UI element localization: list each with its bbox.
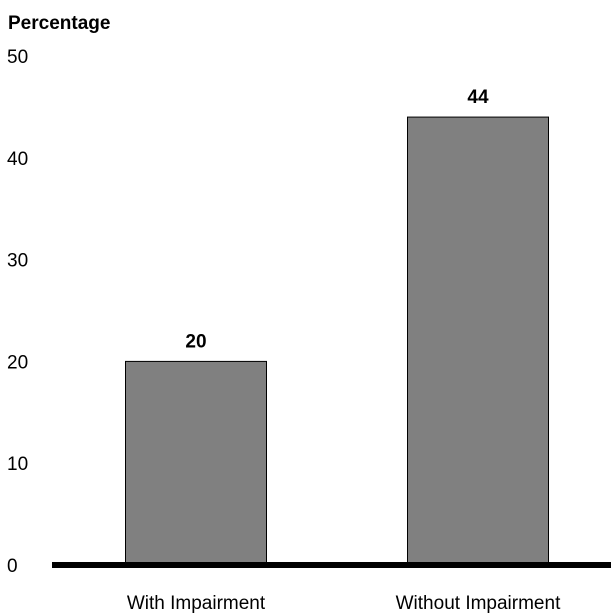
y-tick-label: 20 [7, 352, 28, 373]
bars [125, 116, 549, 566]
category-labels: With Impairment Without Impairment [127, 593, 561, 614]
y-tick-label: 10 [7, 454, 28, 475]
bar [125, 360, 267, 566]
y-tick-label: 40 [7, 149, 28, 170]
bar [407, 116, 549, 566]
y-tick-label: 0 [7, 556, 18, 577]
y-tick-labels: 0 10 20 30 40 50 [7, 47, 28, 577]
y-tick-label: 50 [7, 47, 28, 68]
category-label: Without Impairment [396, 593, 561, 614]
data-label: 44 [467, 87, 489, 108]
y-tick-label: 30 [7, 251, 28, 272]
category-label: With Impairment [127, 593, 266, 614]
y-axis-title: Percentage [8, 13, 110, 34]
data-label: 20 [185, 331, 206, 352]
